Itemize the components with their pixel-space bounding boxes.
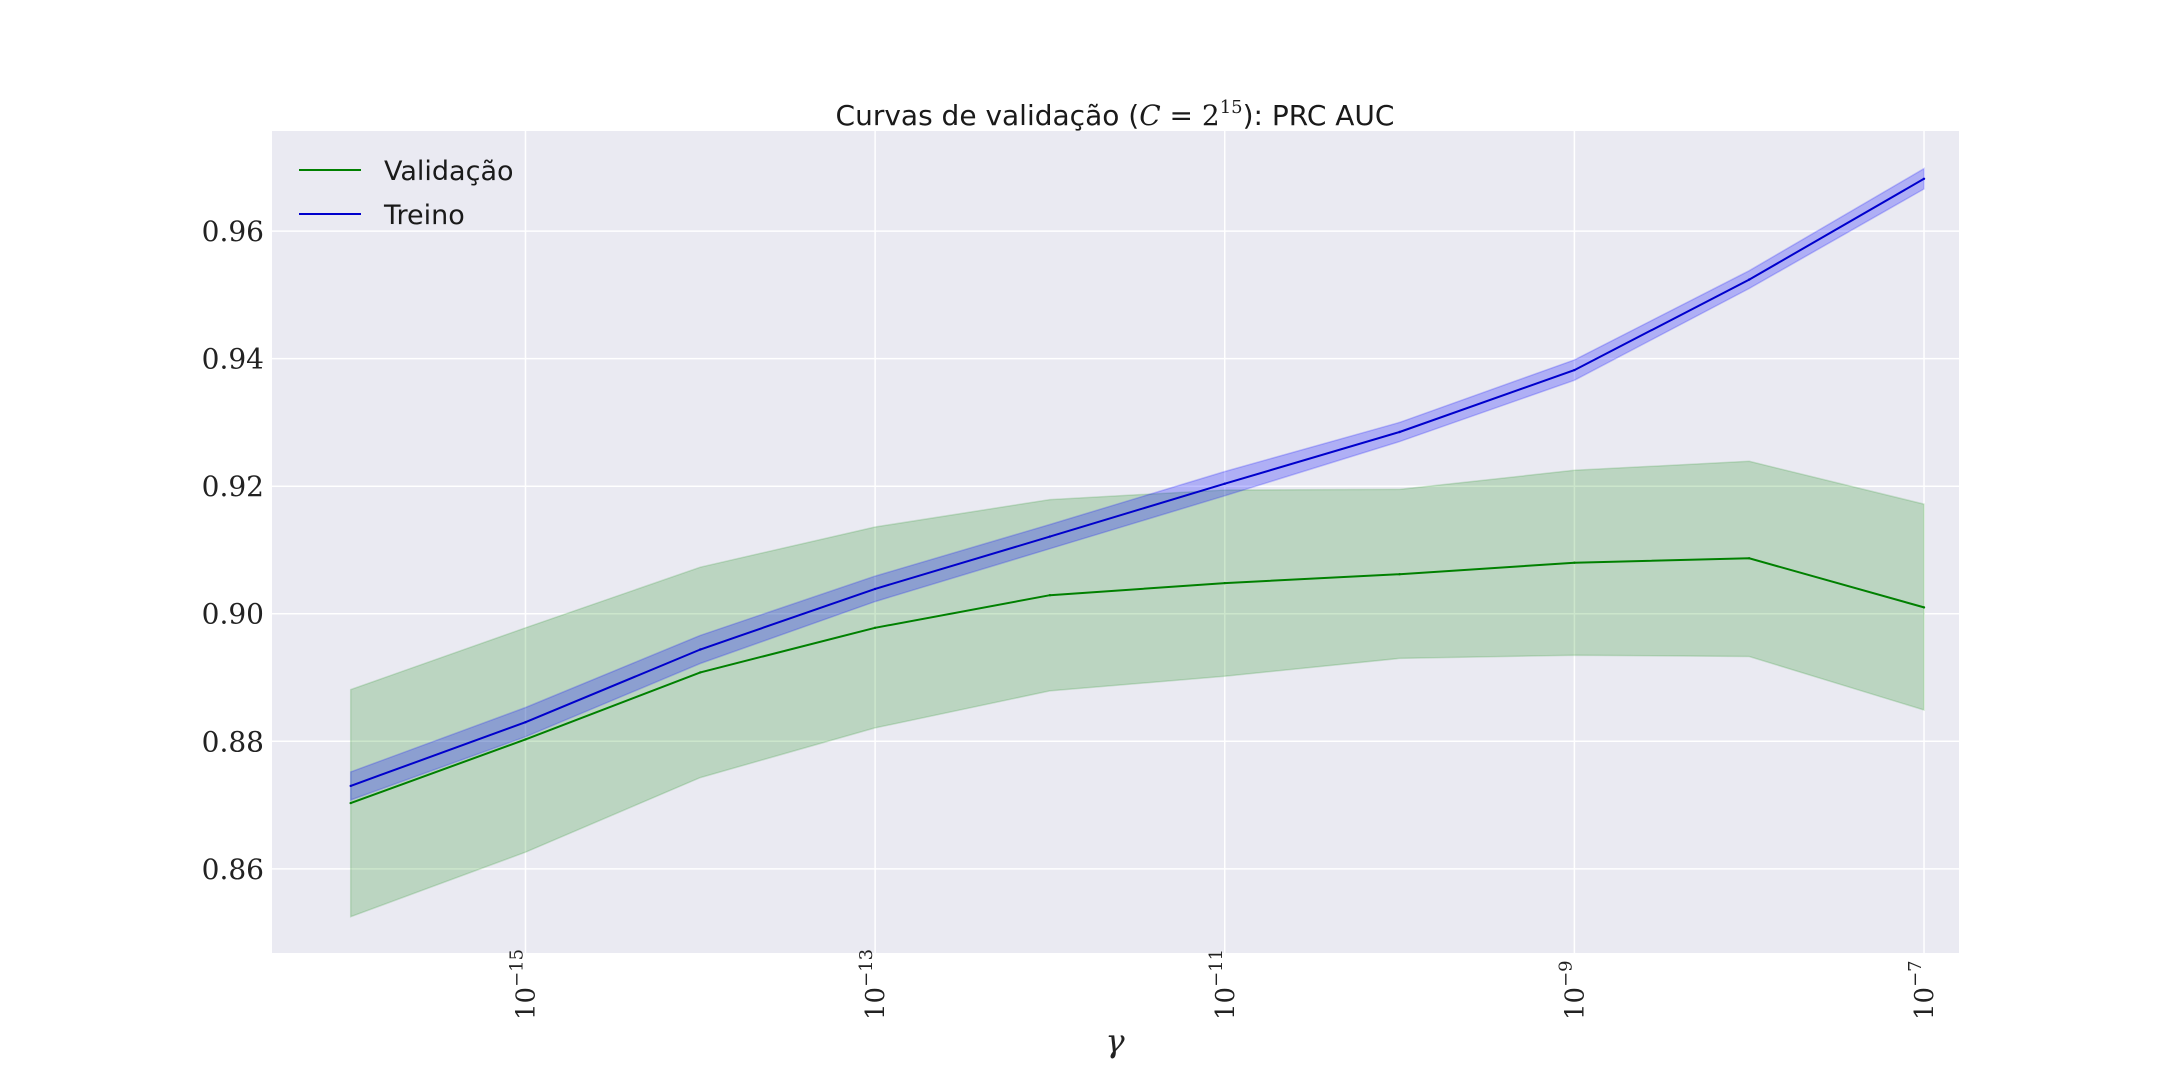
plot-area bbox=[272, 131, 1959, 953]
point-validacao-7 bbox=[1573, 561, 1576, 564]
svg-text:10−7: 10−7 bbox=[1905, 960, 1940, 1020]
title-math-var: C bbox=[1139, 99, 1160, 132]
x-tick-label-4: 10−7 bbox=[1905, 960, 1940, 1020]
svg-text:10−15: 10−15 bbox=[507, 949, 542, 1020]
point-treino-4 bbox=[1048, 535, 1052, 538]
legend-label-treino: Treino bbox=[383, 200, 465, 231]
y-tick-label-4: 0.94 bbox=[202, 343, 264, 376]
grid-lines bbox=[272, 131, 1959, 953]
point-treino-8 bbox=[1748, 278, 1751, 281]
point-validacao-8 bbox=[1748, 557, 1751, 560]
title-math-exp: 15 bbox=[1220, 97, 1243, 118]
legend-label-validacao: Validação bbox=[384, 156, 514, 187]
point-treino-9 bbox=[1922, 177, 1926, 180]
point-validacao-3 bbox=[873, 626, 877, 629]
line-validacao bbox=[350, 557, 1925, 805]
x-tick-label-1: 10−13 bbox=[856, 949, 891, 1020]
y-tick-label-5: 0.96 bbox=[202, 215, 264, 248]
band-treino bbox=[349, 167, 1925, 802]
x-tick-label-0: 10−15 bbox=[507, 949, 542, 1020]
point-treino-0 bbox=[349, 784, 352, 788]
point-treino-5 bbox=[1223, 482, 1227, 485]
y-tick-label-3: 0.92 bbox=[202, 470, 264, 503]
svg-text:10−9: 10−9 bbox=[1555, 960, 1590, 1020]
chart-title: Curvas de validação (C = 215): PRC AUC bbox=[836, 97, 1395, 132]
y-tick-label-2: 0.90 bbox=[202, 598, 264, 631]
point-validacao-9 bbox=[1922, 606, 1926, 609]
x-axis-label: γ bbox=[1105, 1022, 1125, 1060]
svg-text:10−13: 10−13 bbox=[856, 949, 891, 1020]
y-tick-labels: 0.86 0.88 0.90 0.92 0.94 0.96 bbox=[202, 215, 264, 886]
point-validacao-6 bbox=[1398, 573, 1401, 576]
series-lines bbox=[349, 177, 1926, 805]
point-validacao-2 bbox=[699, 671, 702, 674]
title-math-eq: = 2 bbox=[1161, 99, 1220, 132]
point-treino-2 bbox=[699, 648, 702, 651]
x-tick-label-3: 10−9 bbox=[1555, 960, 1590, 1020]
x-tick-labels: 10−15 10−13 10−11 10−9 10−7 bbox=[507, 949, 1941, 1020]
band-validacao bbox=[349, 460, 1925, 918]
point-treino-1 bbox=[524, 721, 527, 724]
legend: Validação Treino bbox=[299, 156, 514, 231]
title-suffix: ): PRC AUC bbox=[1243, 99, 1395, 132]
point-validacao-1 bbox=[524, 738, 527, 741]
y-tick-label-0: 0.86 bbox=[202, 853, 264, 886]
point-validacao-0 bbox=[349, 801, 352, 805]
title-prefix: Curvas de validação ( bbox=[836, 99, 1140, 132]
confidence-bands bbox=[349, 167, 1925, 918]
point-treino-7 bbox=[1573, 368, 1576, 372]
line-treino bbox=[350, 177, 1925, 787]
point-validacao-5 bbox=[1223, 581, 1227, 585]
y-tick-label-1: 0.88 bbox=[202, 725, 264, 758]
point-treino-3 bbox=[873, 587, 877, 591]
x-tick-label-2: 10−11 bbox=[1206, 949, 1241, 1020]
point-validacao-4 bbox=[1048, 594, 1052, 597]
svg-text:10−11: 10−11 bbox=[1206, 949, 1241, 1020]
point-treino-6 bbox=[1398, 430, 1401, 434]
